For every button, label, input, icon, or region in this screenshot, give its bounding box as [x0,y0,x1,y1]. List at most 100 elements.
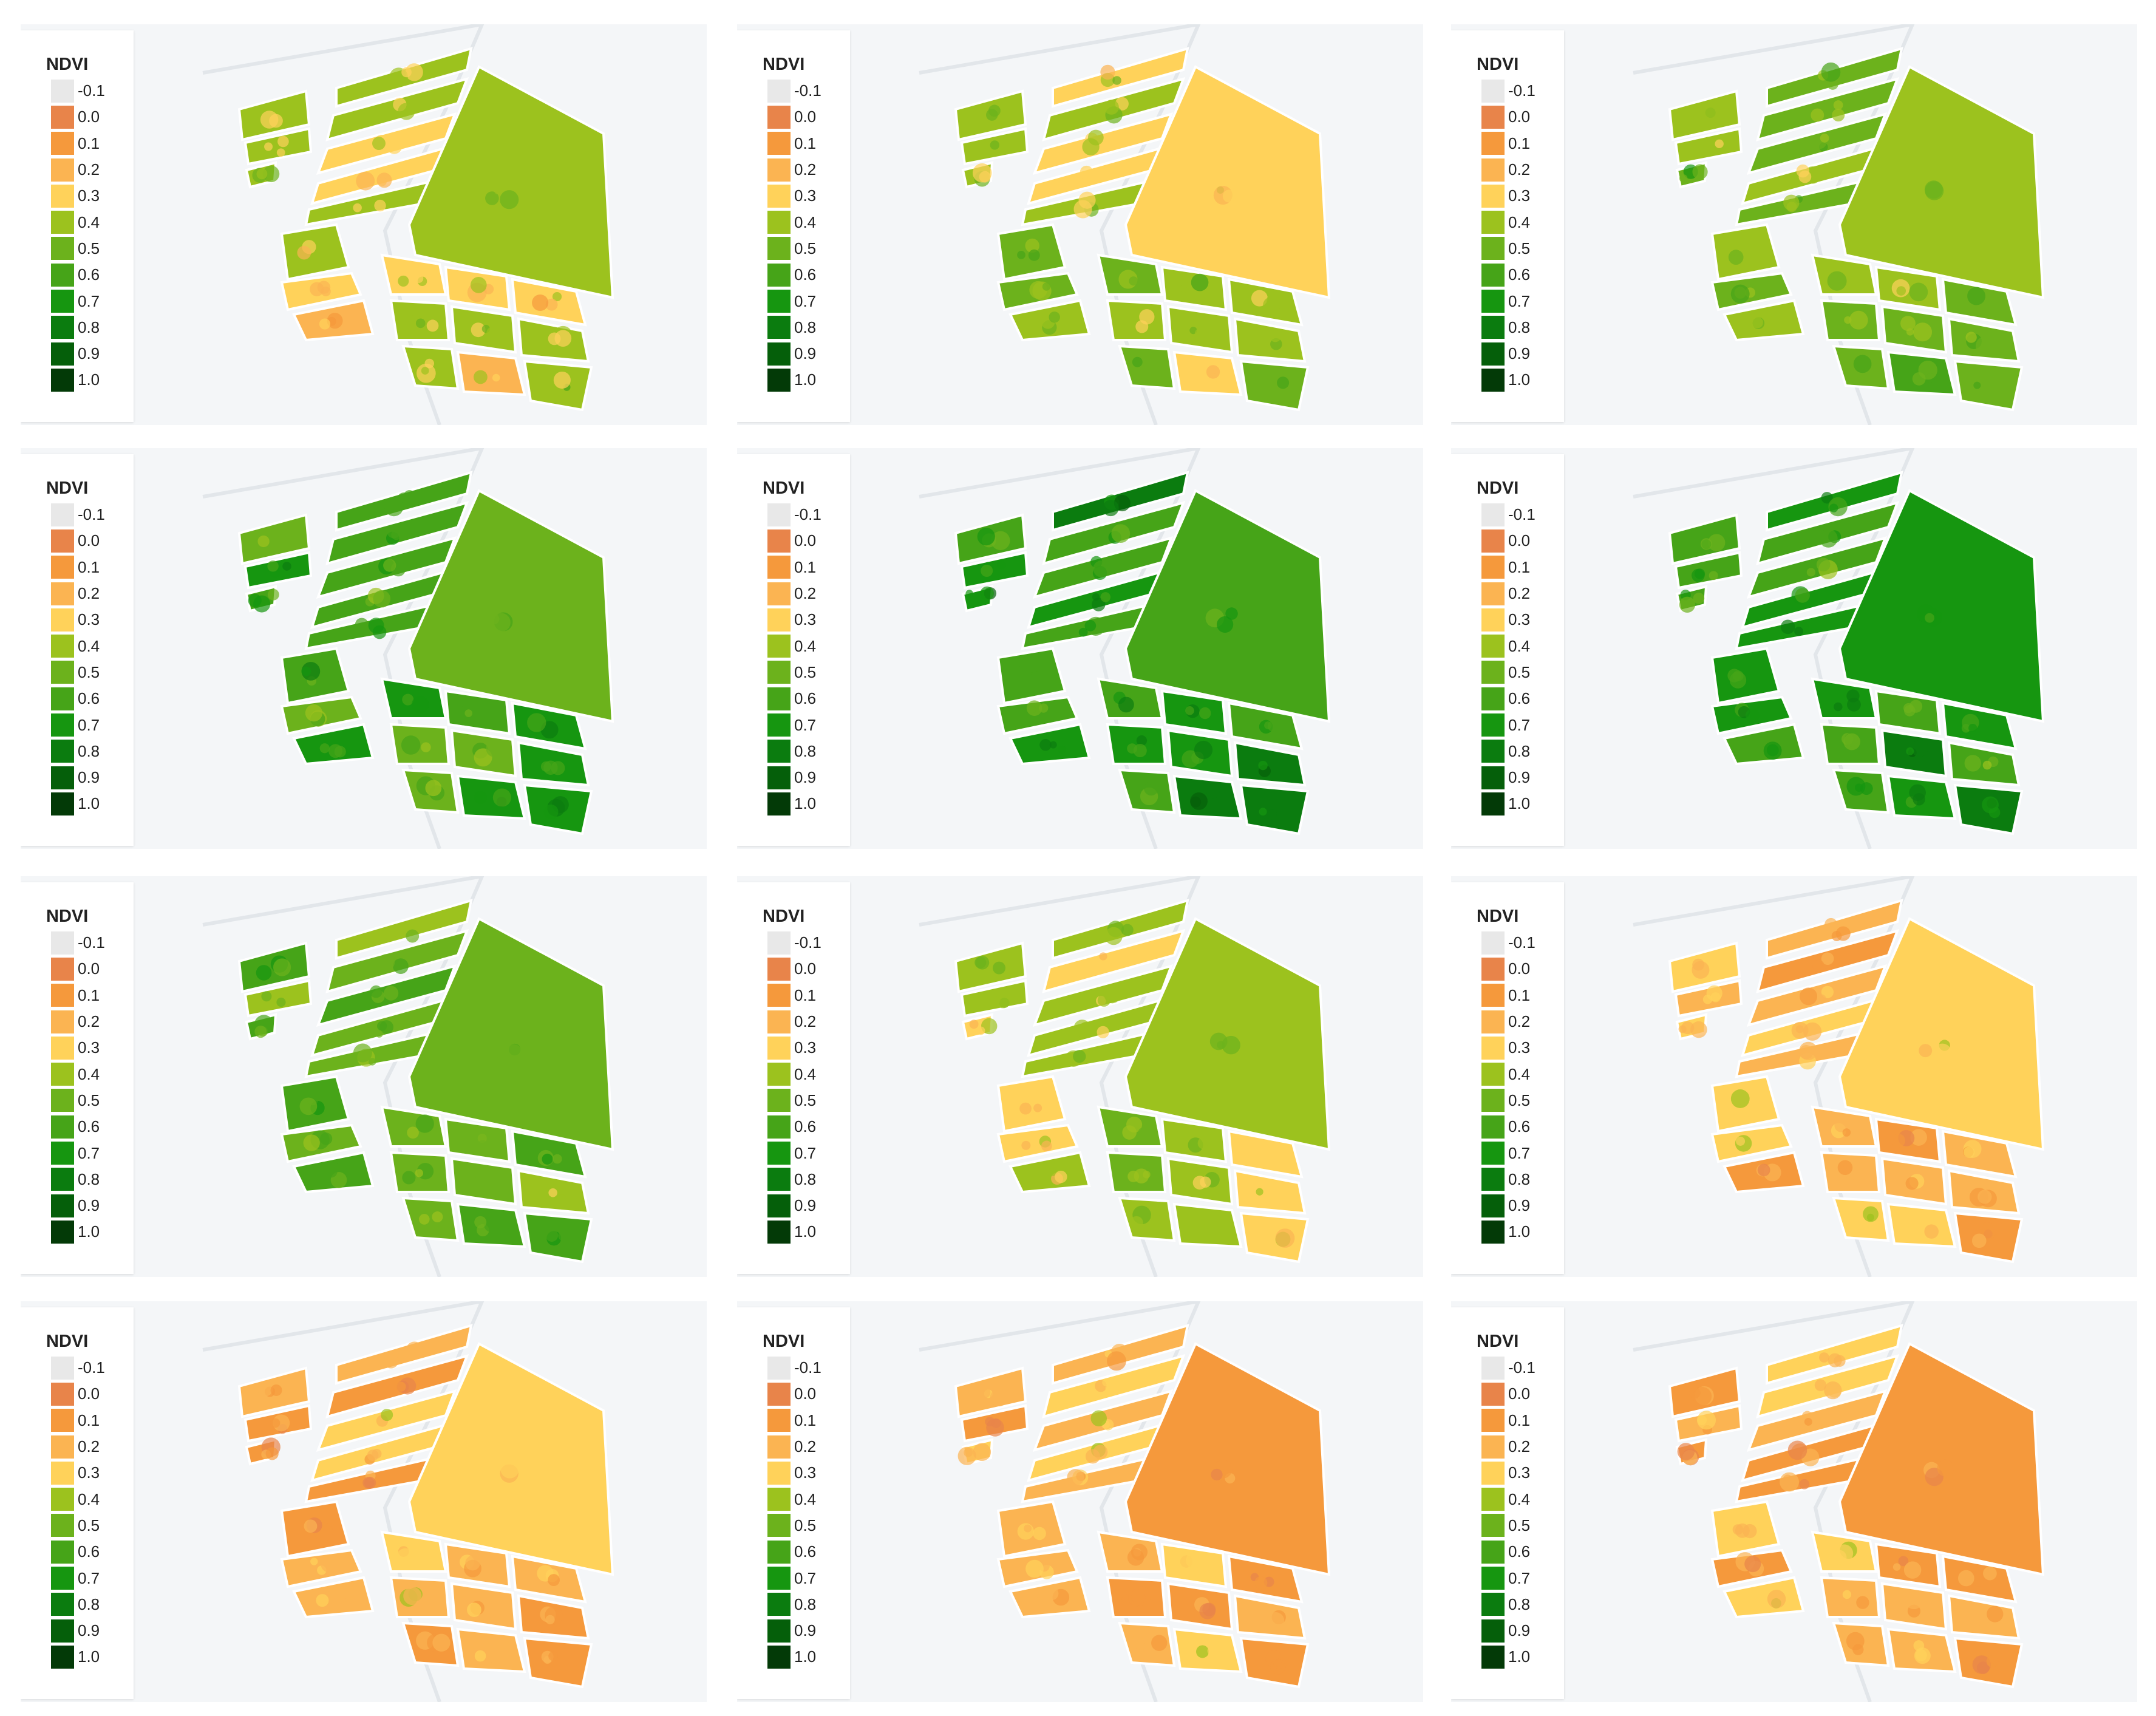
ndvi-patch [1910,1129,1927,1146]
panel-12: NDVI -0.1 0.0 0.1 0.2 0.3 0.4 0.5 0.6 0.7 0.8 0.9 1… [1451,1301,2137,1702]
legend-label: 0.4 [1508,1064,1531,1083]
legend-label: 0.2 [794,1437,817,1456]
legend-label: 0.7 [1508,1143,1531,1162]
legend-swatch [51,582,74,605]
ndvi-patch [964,1448,973,1457]
legend-label: -0.1 [794,81,821,100]
legend-entry: 0.6 [1481,1114,1564,1140]
legend-label: 0.9 [78,344,100,363]
legend-label: -0.1 [78,505,105,524]
legend-swatch [1481,1220,1505,1244]
field-polygon [335,899,473,960]
ndvi-patch [1067,1469,1084,1486]
legend-swatch [51,263,74,287]
legend-label: 0.2 [794,1012,817,1031]
field-polygon [954,941,1027,993]
ndvi-patch [381,1409,393,1421]
legend-entry: 0.8 [767,738,850,764]
legend-label: 0.9 [1508,1621,1531,1640]
legend-label: 0.9 [794,1621,817,1640]
ndvi-patch [1712,967,1721,976]
ndvi-patch [1264,721,1272,729]
legend-entry: 0.6 [767,262,850,288]
ndvi-patch [1024,1524,1032,1533]
ndvi-patch [488,613,500,625]
legend-entry: 0.0 [51,104,134,130]
panel-8: NDVI -0.1 0.0 0.1 0.2 0.3 0.4 0.5 0.6 0.7 0.8 0.9 1… [737,876,1423,1277]
ndvi-patch [267,560,279,572]
ndvi-patch [398,103,415,120]
legend-swatch [51,1488,74,1511]
legend-swatch [767,1382,791,1406]
legend-entry: 0.3 [1481,183,1564,209]
legend-label: 0.4 [78,1064,100,1083]
ndvi-patch [1100,592,1111,602]
legend-label: 0.5 [1508,239,1531,257]
ndvi-patch [548,1574,560,1587]
field-polygon [380,677,447,720]
ndvi-patch [1194,327,1208,341]
legend-label: -0.1 [794,933,821,952]
legend-entry: 0.7 [51,712,134,738]
ndvi-patch [1831,930,1842,941]
ndvi-patch [396,1548,415,1567]
ndvi-patch [1786,202,1797,213]
ndvi-patch [1217,1041,1225,1049]
ndvi-patch [353,203,362,213]
ndvi-patch [372,137,386,151]
legend-swatch [51,79,74,103]
ndvi-patch [305,704,323,722]
ndvi-legend: NDVI -0.1 0.0 0.1 0.2 0.3 0.4 0.5 0.6 0.7 0.8 0.9 1… [1451,30,1564,422]
ndvi-patch [1811,108,1824,122]
ndvi-patch [375,1030,383,1038]
ndvi-patch [1834,1118,1848,1132]
legend-swatch [1481,556,1505,579]
legend-swatch [1481,984,1505,1007]
legend-label: 0.2 [1508,584,1531,603]
legend-entry: 0.1 [1481,131,1564,157]
ndvi-patch [1780,619,1795,635]
ndvi-patch [558,1194,566,1203]
legend-swatch [1481,529,1505,553]
legend-swatch [1481,1593,1505,1616]
legend-label: 0.5 [794,1516,817,1534]
field-polygon [1722,1576,1805,1619]
ndvi-patch [1250,1186,1270,1205]
ndvi-patch [1104,927,1123,945]
ndvi-patch [548,1651,558,1661]
ndvi-patch [301,666,311,676]
legend-entry: 1.0 [51,1219,134,1245]
ndvi-patch [1794,627,1804,636]
ndvi-patch [1112,76,1121,85]
ndvi-patch [1127,1170,1140,1182]
ndvi-patch [1128,1588,1146,1607]
ndvi-patch [1780,1472,1799,1492]
legend-label: 0.8 [794,1170,817,1188]
legend-entry: 0.3 [1481,607,1564,633]
legend-label: 0.5 [78,239,100,257]
legend-entry: 0.5 [1481,236,1564,262]
legend-label: 1.0 [794,794,817,813]
legend-entry: 0.6 [1481,686,1564,712]
legend-swatch [51,1567,74,1590]
legend-label: 0.4 [794,636,817,655]
legend-entry: 0.0 [51,1381,134,1407]
legend-entry: 0.6 [767,1539,850,1565]
legend-swatch [1481,237,1505,260]
ndvi-patch [1755,1129,1769,1143]
legend-label: -0.1 [1508,1358,1535,1377]
ndvi-patch [1254,1576,1268,1590]
legend-label: 0.2 [1508,1012,1531,1031]
legend-entry: 0.6 [767,686,850,712]
legend-swatch [767,608,791,632]
panel-11: NDVI -0.1 0.0 0.1 0.2 0.3 0.4 0.5 0.6 0.7 0.8 0.9 1… [737,1301,1423,1702]
ndvi-patch [303,1134,320,1151]
legend-entry: 0.0 [767,956,850,982]
legend-swatch [767,931,791,955]
ndvi-patch [338,1598,349,1609]
ndvi-patch [406,1341,423,1359]
field-map [1633,24,2045,425]
legend-label: -0.1 [1508,933,1535,952]
ndvi-patch [1078,191,1096,209]
legend-entry: 0.4 [51,633,134,659]
